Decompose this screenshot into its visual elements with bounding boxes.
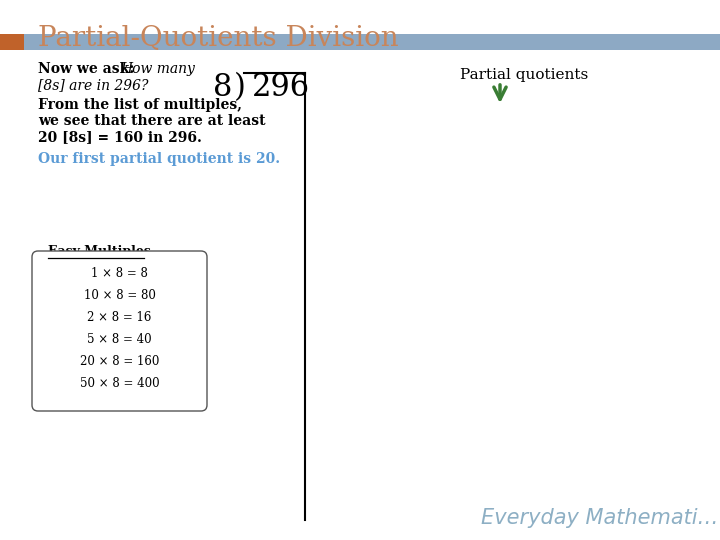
Text: Partial quotients: Partial quotients	[460, 68, 588, 82]
Text: 50 × 8 = 400: 50 × 8 = 400	[80, 377, 159, 390]
Text: Now we ask:: Now we ask:	[38, 62, 139, 76]
Text: 20 [8s] = 160 in 296.: 20 [8s] = 160 in 296.	[38, 130, 202, 144]
Text: Partial-Quotients Division: Partial-Quotients Division	[38, 25, 399, 52]
Bar	[0, 34, 720, 50]
Text: 5 × 8 = 40: 5 × 8 = 40	[87, 333, 152, 346]
Text: Everyday Mathemati…: Everyday Mathemati…	[481, 508, 718, 528]
Text: 2 × 8 = 16: 2 × 8 = 16	[87, 311, 152, 324]
Text: Easy Multiples: Easy Multiples	[48, 245, 151, 258]
Text: 20 × 8 = 160: 20 × 8 = 160	[80, 355, 159, 368]
Bar	[0, 34, 24, 50]
Text: 10 × 8 = 80: 10 × 8 = 80	[84, 289, 156, 302]
Text: 296: 296	[252, 72, 310, 103]
Text: we see that there are at least: we see that there are at least	[38, 114, 266, 128]
Text: How many: How many	[120, 62, 195, 76]
Text: 8: 8	[212, 72, 232, 103]
Text: ): )	[234, 72, 246, 103]
Text: [8s] are in 296?: [8s] are in 296?	[38, 78, 148, 92]
Text: From the list of multiples,: From the list of multiples,	[38, 98, 242, 112]
Text: 1 × 8 = 8: 1 × 8 = 8	[91, 267, 148, 280]
Text: Our first partial quotient is 20.: Our first partial quotient is 20.	[38, 152, 280, 166]
FancyBboxPatch shape	[32, 251, 207, 411]
